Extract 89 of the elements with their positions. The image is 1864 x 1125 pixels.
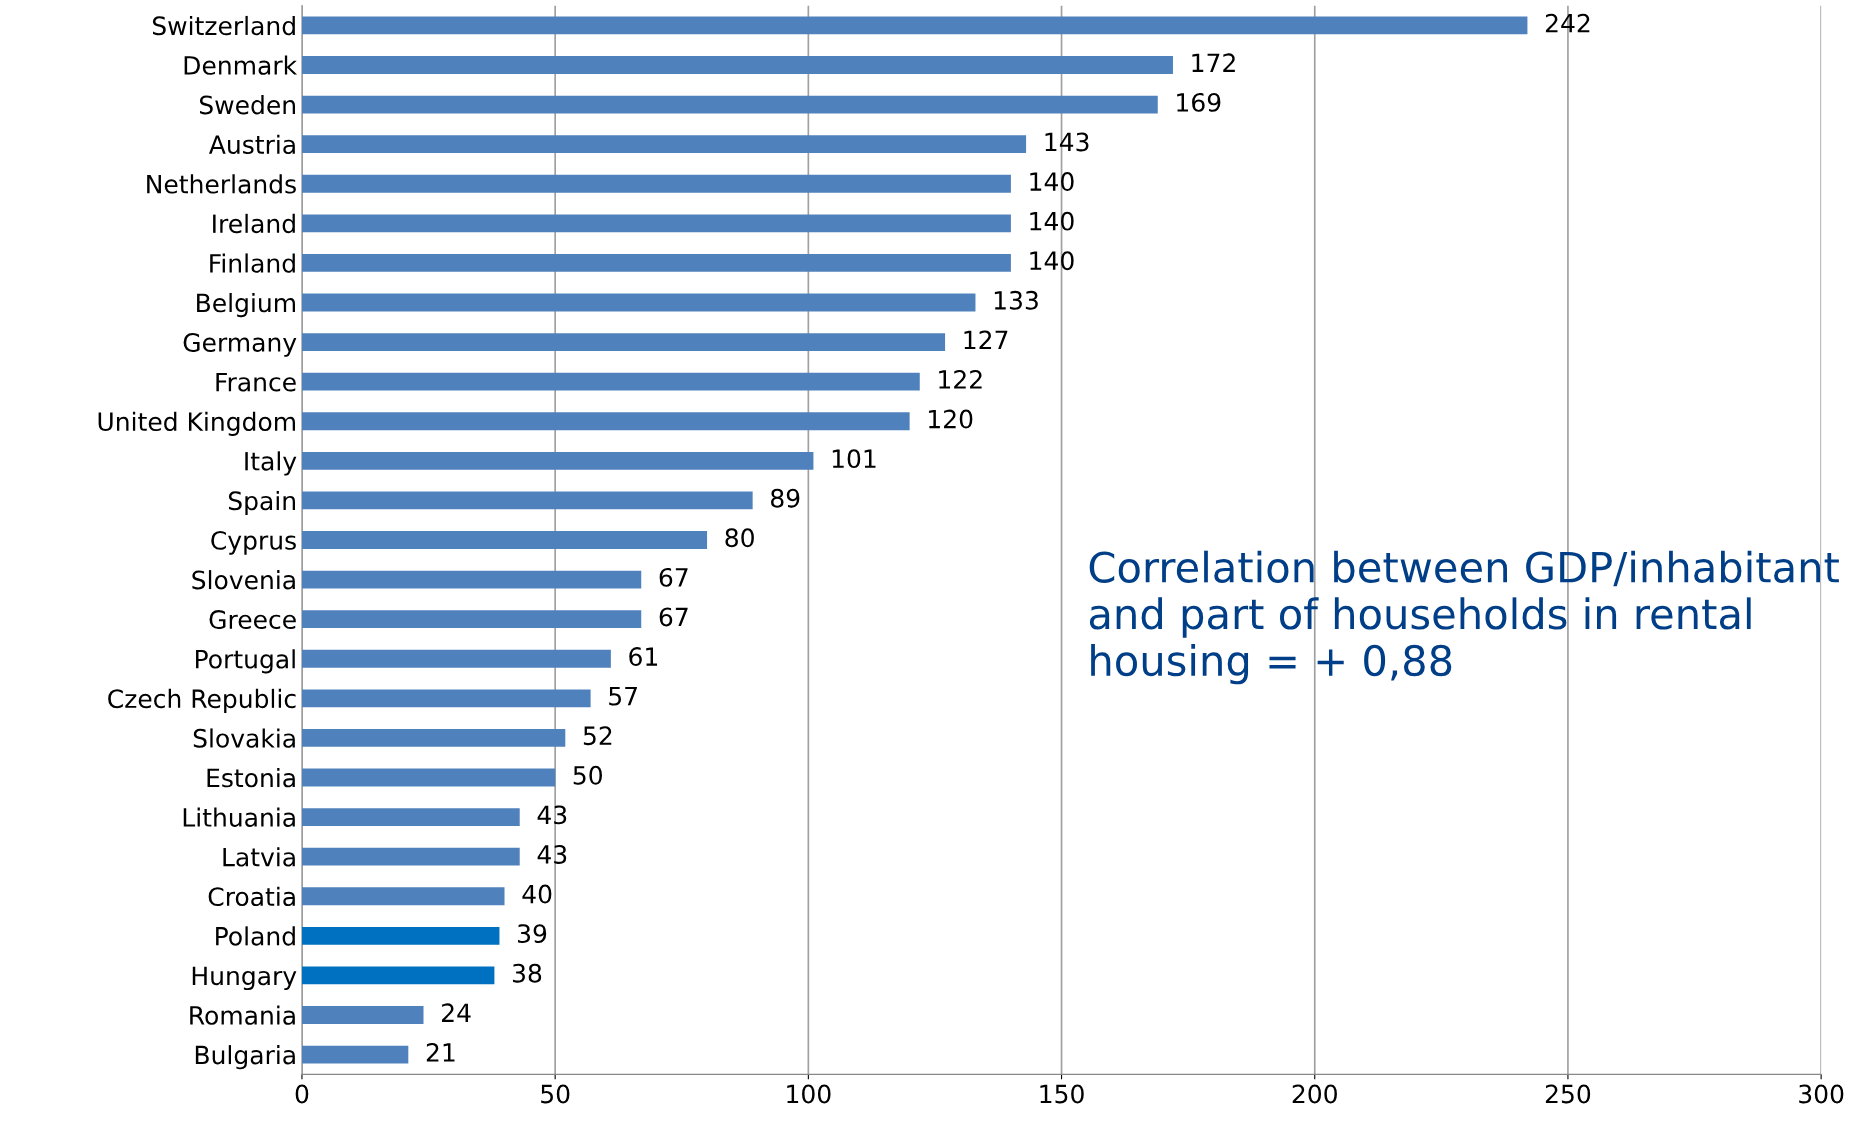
bar <box>301 214 1011 233</box>
bar <box>301 808 520 826</box>
y-tick-label: Netherlands <box>147 174 296 194</box>
data-label: 50 <box>573 765 602 785</box>
y-tick-label: Croatia <box>208 886 295 907</box>
data-label: 57 <box>609 687 637 706</box>
data-label: 101 <box>832 449 876 469</box>
bar <box>301 491 753 510</box>
y-tick-label: Cyprus <box>211 530 296 555</box>
y-tick-label: Portugal <box>196 649 295 674</box>
bar <box>301 570 642 589</box>
x-tick-label: 100 <box>787 1084 831 1104</box>
bar <box>301 333 946 351</box>
y-tick-label: Hungary <box>192 966 297 991</box>
y-tick-label: Italy <box>245 451 297 476</box>
y-tick-label: United Kingdom <box>98 411 295 436</box>
data-label: 143 <box>1045 132 1089 152</box>
data-label: 140 <box>1030 251 1074 271</box>
bar <box>301 254 1011 272</box>
bar <box>301 95 1158 114</box>
x-tick-label: 0 <box>295 1084 309 1104</box>
bar <box>301 135 1027 154</box>
y-tick-label: Bulgaria <box>195 1045 295 1070</box>
y-tick-label: Latvia <box>223 847 295 867</box>
data-label: 127 <box>964 330 1008 349</box>
x-tick-label: 300 <box>1799 1084 1844 1104</box>
y-tick-label: Germany <box>183 333 297 357</box>
x-tick-label: 200 <box>1292 1084 1337 1104</box>
bar <box>301 610 642 629</box>
data-label: 122 <box>939 370 982 389</box>
bar <box>301 768 556 787</box>
y-tick-label: Ireland <box>213 213 295 234</box>
data-label: 43 <box>537 845 567 864</box>
data-label: 133 <box>994 290 1038 310</box>
x-tick-label: 150 <box>1040 1084 1084 1104</box>
bar <box>301 926 500 945</box>
data-label: 140 <box>1030 211 1074 231</box>
y-tick-label: Denmark <box>184 55 298 75</box>
data-label: 67 <box>659 567 688 587</box>
y-tick-label: Slovakia <box>193 728 295 748</box>
data-label: 43 <box>537 805 567 825</box>
annotation: Correlation between GDP/inhabitant and part of households in rental housing = + 0,88 <box>1089 550 1839 685</box>
bar <box>301 649 611 668</box>
data-label: 89 <box>771 488 800 508</box>
y-tick-label: Sweden <box>199 95 295 115</box>
bar <box>301 372 920 391</box>
bar <box>301 1045 409 1064</box>
y-tick-label: Belgium <box>197 293 295 318</box>
data-label: 172 <box>1192 53 1235 72</box>
x-tick-label: 50 <box>541 1084 570 1104</box>
data-label: 21 <box>426 1042 455 1062</box>
y-tick-label: Lithuania <box>183 807 295 827</box>
bar <box>301 293 976 312</box>
bar <box>301 689 591 708</box>
bar <box>301 887 505 906</box>
y-tick-label: Poland <box>216 926 295 946</box>
data-label: 39 <box>518 924 547 944</box>
bar <box>301 966 495 985</box>
bar <box>301 1006 424 1024</box>
bar <box>301 729 566 747</box>
data-label: 38 <box>512 963 542 983</box>
data-label: 67 <box>659 607 688 627</box>
y-tick-label: Romania <box>190 1005 295 1025</box>
bar <box>301 451 814 470</box>
data-label: 24 <box>442 1003 471 1022</box>
x-tick-label: 250 <box>1545 1084 1591 1104</box>
y-tick-label: Switzerland <box>152 15 295 36</box>
bar <box>301 16 1528 35</box>
data-label: 61 <box>629 647 658 666</box>
y-tick-label: Austria <box>208 134 295 155</box>
data-label: 52 <box>583 726 612 746</box>
bar <box>301 412 910 431</box>
bar <box>301 56 1173 74</box>
y-tick-label: Spain <box>228 490 295 516</box>
data-label: 140 <box>1030 172 1074 191</box>
y-tick-label: Czech Republic <box>108 688 296 714</box>
bar <box>301 531 708 549</box>
y-tick-label: Slovenia <box>192 570 295 590</box>
data-label: 242 <box>1545 13 1590 33</box>
y-tick-label: Estonia <box>207 768 295 788</box>
bar <box>301 847 520 866</box>
y-tick-label: Greece <box>209 610 296 630</box>
y-tick-label: France <box>216 372 296 392</box>
data-label: 169 <box>1177 92 1221 112</box>
data-label: 80 <box>725 528 754 548</box>
y-tick-label: Finland <box>210 253 295 273</box>
data-label: 120 <box>929 409 973 429</box>
data-label: 40 <box>522 884 552 904</box>
bar <box>301 174 1011 193</box>
